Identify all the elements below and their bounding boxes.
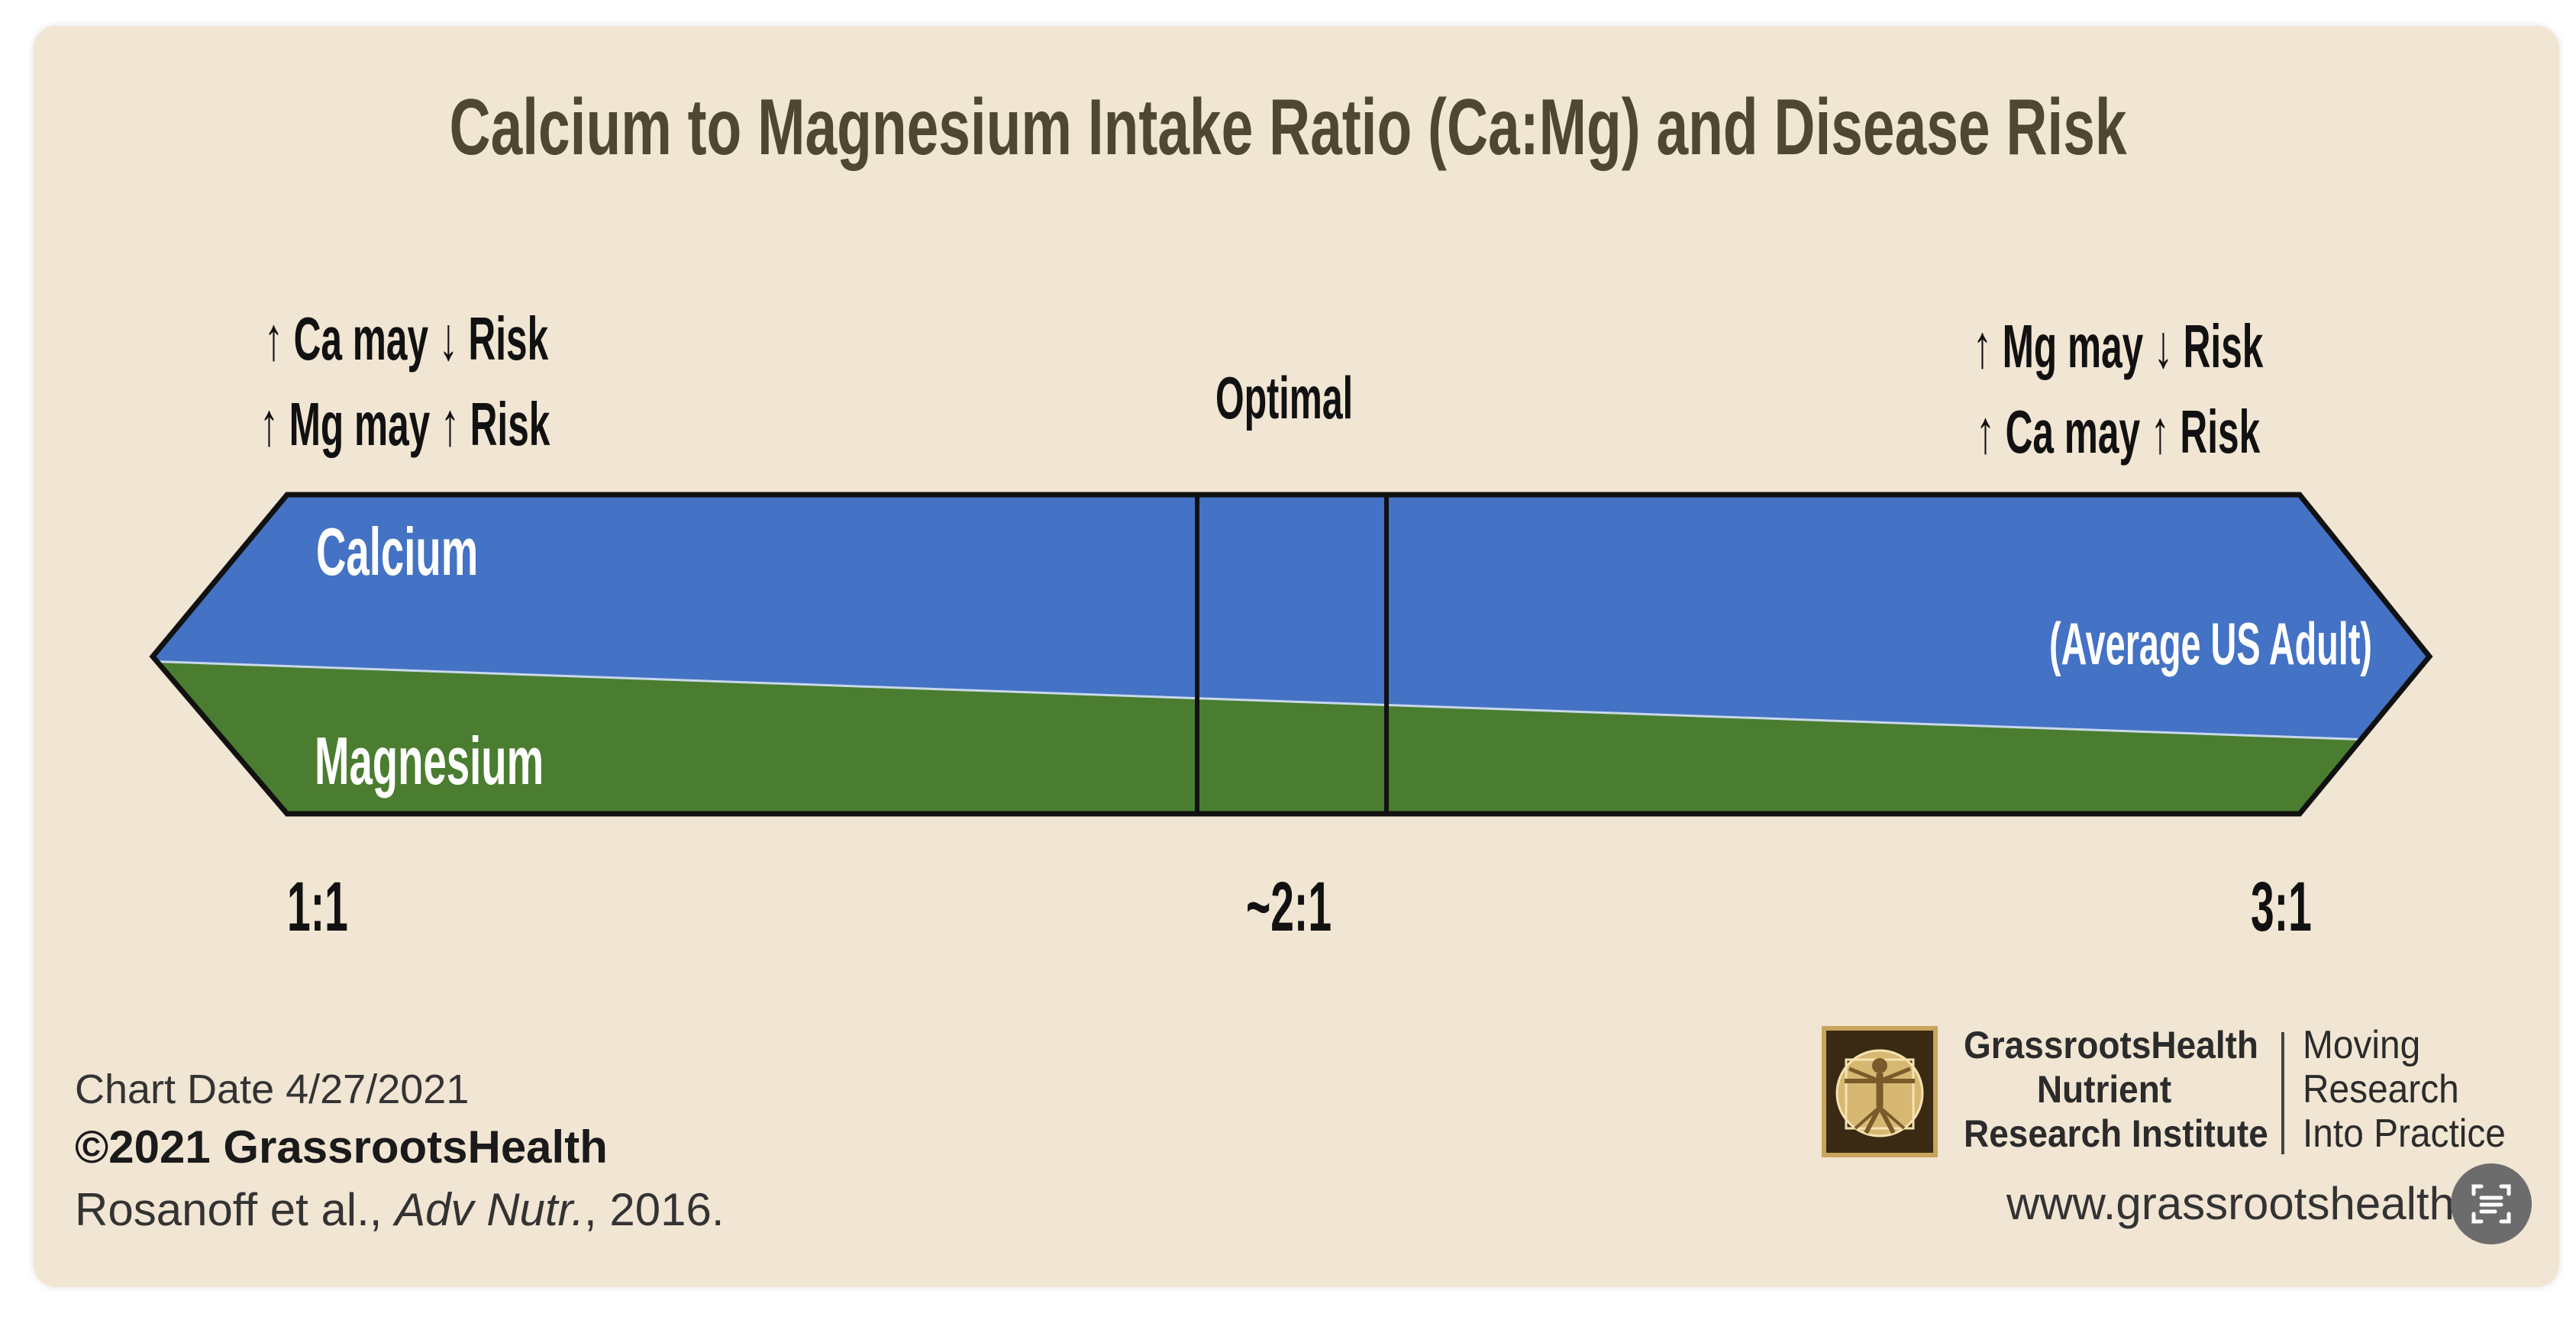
citation: Rosanoff et al., Adv Nutr., 2016. — [75, 1183, 725, 1236]
website-link[interactable]: www.grassrootshealth. — [2006, 1178, 2468, 1229]
right-risk-note-2: ↑ Ca may ↑ Risk — [1976, 398, 2261, 466]
org-name: GrassrootsHealth Nutrient Research Insti… — [1964, 1023, 2268, 1156]
tick-label-1-1: 1:1 — [287, 868, 348, 946]
left-risk-note-1: ↑ Ca may ↓ Risk — [264, 305, 549, 373]
copyright: ©2021 GrassrootsHealth — [75, 1121, 608, 1173]
vitruvian-man-icon — [1822, 1026, 1938, 1157]
scan-text-icon[interactable] — [2451, 1163, 2532, 1244]
chart-date: Chart Date 4/27/2021 — [75, 1066, 470, 1112]
optimal-label: Optimal — [1215, 364, 1354, 431]
tagline: Moving Research Into Practice — [2303, 1023, 2506, 1156]
tagline-line-1: Moving — [2303, 1023, 2421, 1067]
citation-year: , 2016. — [584, 1184, 725, 1235]
org-line-3: Research Institute — [1964, 1112, 2268, 1155]
tick-label-2-1: ~2:1 — [1246, 868, 1332, 946]
logo-divider — [2281, 1032, 2284, 1154]
org-line-1: GrassrootsHealth — [1964, 1024, 2259, 1066]
tick-label-3-1: 3:1 — [2251, 868, 2312, 946]
right-risk-note-1: ↑ Mg may ↓ Risk — [1973, 312, 2264, 380]
magnesium-label: Magnesium — [315, 723, 544, 799]
left-risk-note-2: ↑ Mg may ↑ Risk — [260, 390, 550, 458]
bar-outline — [149, 492, 2433, 817]
citation-authors: Rosanoff et al., — [75, 1184, 395, 1235]
page-title: Calcium to Magnesium Intake Ratio (Ca:Mg… — [449, 83, 2127, 172]
magnesium-region — [153, 661, 2429, 814]
citation-journal: Adv Nutr. — [395, 1184, 585, 1235]
average-us-adult-label: (Average US Adult) — [2049, 610, 2372, 677]
org-line-2: Nutrient — [2036, 1068, 2172, 1111]
tagline-line-2: Research — [2303, 1067, 2459, 1112]
tagline-line-3: Into Practice — [2303, 1112, 2506, 1156]
calcium-label: Calcium — [316, 514, 479, 589]
